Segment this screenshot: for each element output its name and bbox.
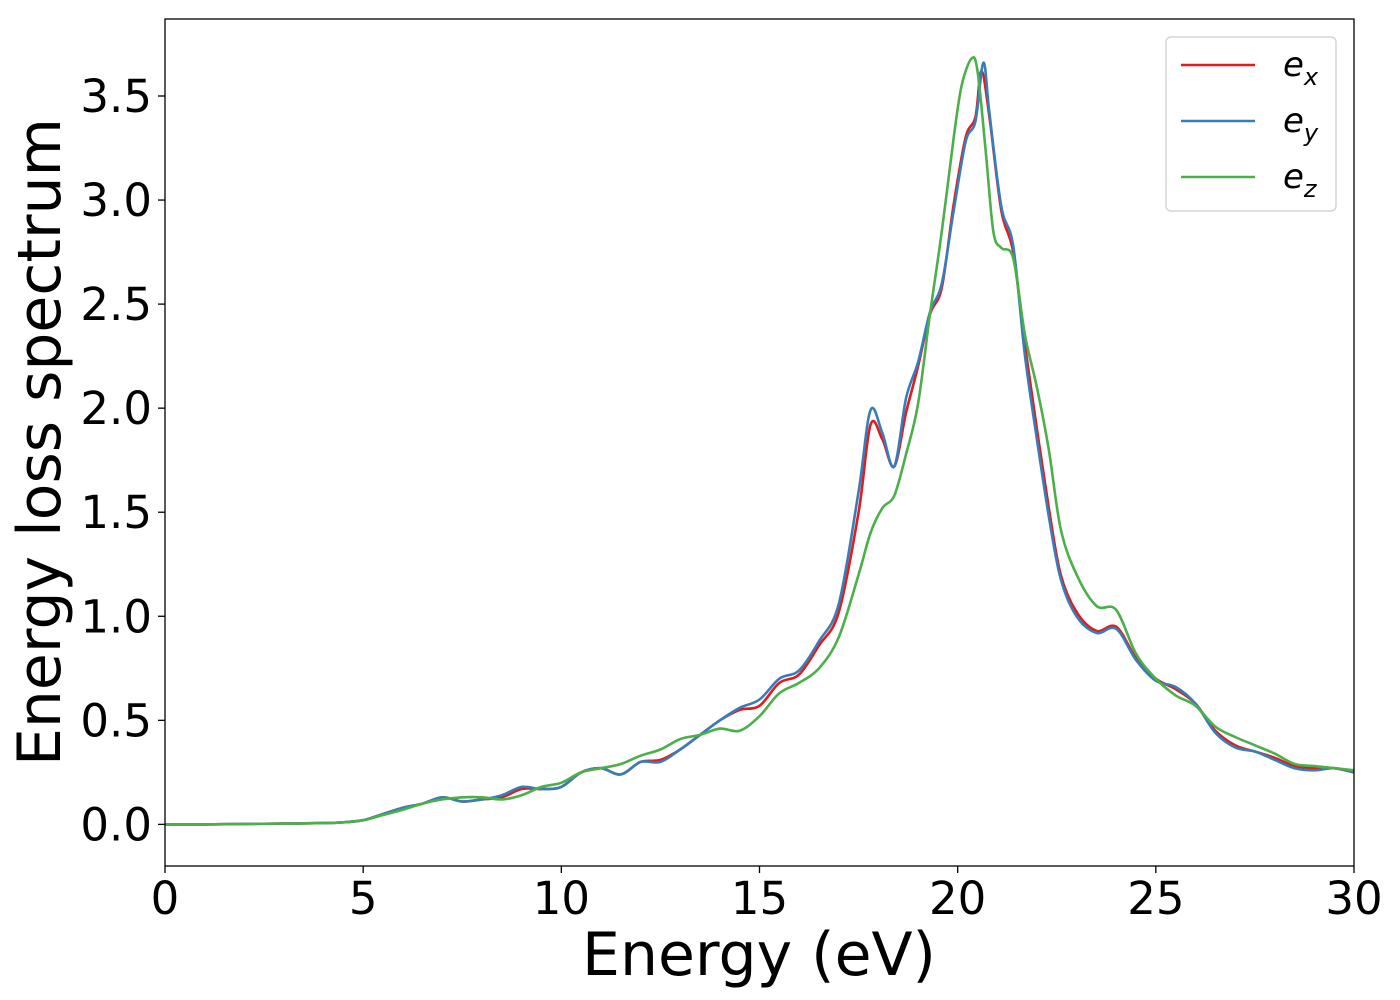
y-tick-label: 3.5 [80, 70, 152, 123]
y-tick-label: 2.0 [80, 382, 152, 435]
y-tick-label: 3.0 [80, 174, 152, 227]
x-tick-label: 0 [151, 872, 180, 925]
legend-box [1165, 36, 1337, 212]
y-tick-label: 0.5 [80, 694, 152, 747]
y-tick-label: 0.0 [80, 798, 152, 851]
y-tick-label: 1.5 [80, 486, 152, 539]
x-tick-label: 25 [1127, 872, 1184, 925]
series-line-e-z [165, 56, 1355, 826]
x-tick-label: 30 [1325, 872, 1382, 925]
x-axis: 0 5 10 15 20 25 30 [151, 866, 1383, 925]
y-tick-label: 1.0 [80, 590, 152, 643]
x-axis-label: Energy (eV) [582, 920, 936, 990]
legend-subscript: z [1303, 175, 1318, 203]
plot-lines [165, 56, 1355, 826]
x-tick-label: 10 [533, 872, 590, 925]
x-tick-label: 5 [349, 872, 378, 925]
x-tick-label: 15 [731, 872, 788, 925]
y-axis: 0.0 0.5 1.0 1.5 2.0 2.5 3.0 3.5 [80, 70, 165, 851]
legend-subscript: y [1303, 119, 1319, 147]
x-tick-label: 20 [929, 872, 986, 925]
y-tick-label: 2.5 [80, 278, 152, 331]
y-axis-label: Energy loss spectrum [5, 118, 75, 766]
legend-subscript: x [1303, 63, 1319, 91]
series-line-e-y [165, 61, 1355, 826]
